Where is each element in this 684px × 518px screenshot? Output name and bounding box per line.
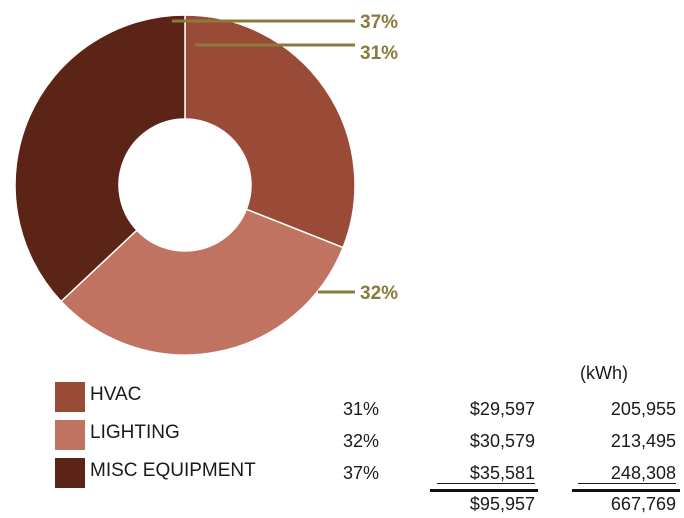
legend-swatch-lighting <box>55 420 85 450</box>
misc-equipment-kwh: 248,308 <box>610 463 676 483</box>
hvac-cost: $29,597 <box>469 399 535 419</box>
cost-total-rule <box>430 489 538 492</box>
kwh-underline <box>578 483 676 484</box>
lighting-kwh: 213,495 <box>610 431 676 451</box>
slice-misc-equipment <box>14 14 186 303</box>
lighting-cost: $30,579 <box>469 431 535 451</box>
total-kwh: 667,769 <box>610 494 676 514</box>
legend-swatch-hvac <box>55 382 85 412</box>
slice-hvac <box>184 14 356 249</box>
unit-header: (kWh) <box>580 363 628 383</box>
misc-equipment-percent: 37% <box>343 463 380 483</box>
slice-lighting <box>60 208 345 356</box>
callout-label-misc-equipment: 37% <box>360 12 398 33</box>
callout-label-hvac: 31% <box>360 43 398 64</box>
lighting-percent: 32% <box>343 431 380 451</box>
kwh-total-rule <box>572 489 680 492</box>
callout-label-lighting: 32% <box>360 283 398 304</box>
total-cost: $95,957 <box>469 494 535 514</box>
donut-slices <box>14 14 356 356</box>
legend-label-hvac: HVAC <box>90 384 142 405</box>
callouts: 37% 31% 32% <box>172 12 398 304</box>
legend-label-misc-equipment: MISC EQUIPMENT <box>90 460 256 481</box>
cost-underline <box>437 483 535 484</box>
legend-label-lighting: LIGHTING <box>90 422 180 443</box>
legend-swatch-misc-equipment <box>55 458 85 488</box>
hvac-kwh: 205,955 <box>610 399 676 419</box>
misc-equipment-cost: $35,581 <box>469 463 535 483</box>
hvac-percent: 31% <box>343 399 380 419</box>
